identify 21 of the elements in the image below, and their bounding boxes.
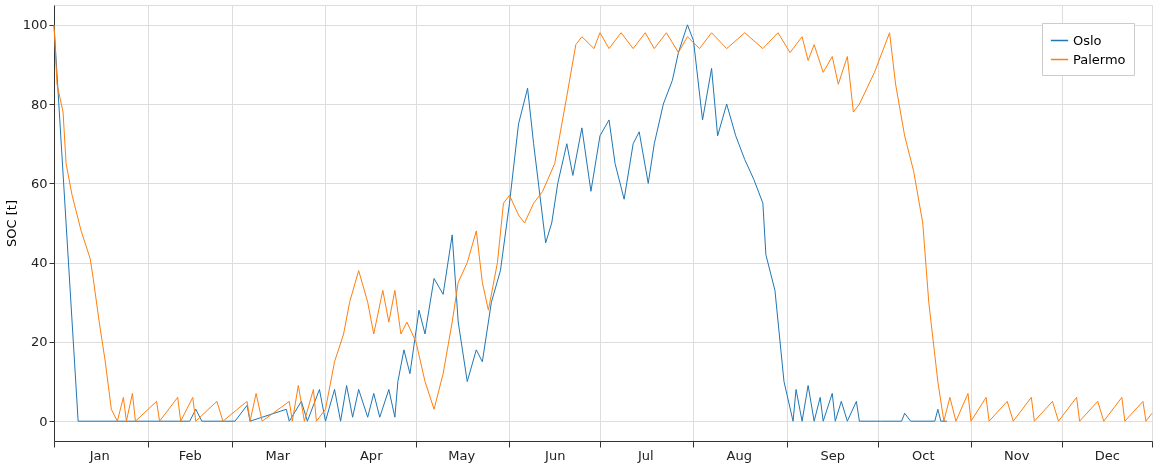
x-tick-label: Nov bbox=[1004, 447, 1030, 463]
x-tick-label: Aug bbox=[726, 447, 752, 463]
x-tick-label: Jan bbox=[88, 447, 110, 463]
y-tick-label: 20 bbox=[30, 334, 48, 350]
y-tick-label: 40 bbox=[30, 255, 48, 271]
x-tick-label: Jul bbox=[636, 447, 654, 463]
y-tick-label: 80 bbox=[30, 96, 48, 112]
legend-label: Oslo bbox=[1073, 32, 1102, 48]
y-tick-label: 0 bbox=[39, 413, 48, 429]
x-tick-label: Jun bbox=[544, 447, 566, 463]
x-tick-label: Oct bbox=[912, 447, 935, 463]
y-tick-label: 100 bbox=[22, 17, 48, 33]
legend-label: Palermo bbox=[1073, 51, 1126, 67]
y-axis-title: SOC [t] bbox=[3, 200, 19, 247]
x-tick-label: Sep bbox=[820, 447, 846, 463]
x-tick-label: Dec bbox=[1094, 447, 1120, 463]
y-tick-label: 60 bbox=[30, 175, 48, 191]
x-tick-label: Apr bbox=[359, 447, 384, 463]
x-tick-label: Feb bbox=[178, 447, 202, 463]
x-tick-label: Mar bbox=[265, 447, 291, 463]
x-tick-label: May bbox=[448, 447, 476, 463]
